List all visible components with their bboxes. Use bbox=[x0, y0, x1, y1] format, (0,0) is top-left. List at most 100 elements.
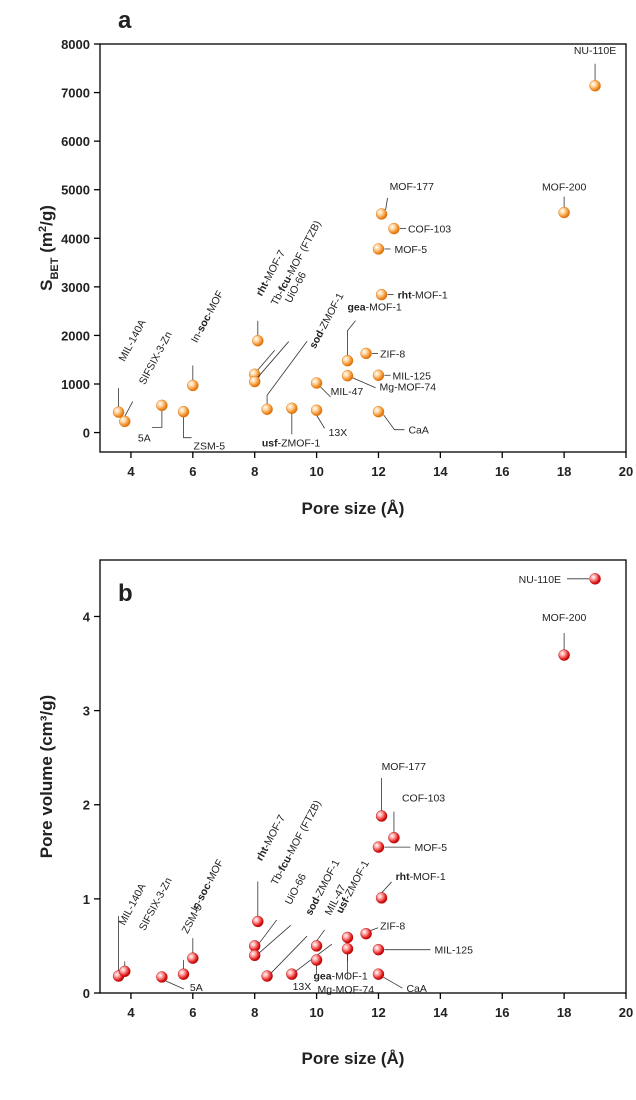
leader-line bbox=[320, 386, 331, 398]
leader-line bbox=[270, 935, 308, 974]
leader-line bbox=[165, 980, 185, 990]
point-label-name: ZIF-8 bbox=[380, 348, 405, 360]
leader-line bbox=[256, 350, 276, 372]
x-tick-label: 6 bbox=[189, 464, 196, 479]
point-label-name: -ZMOF-1 bbox=[341, 858, 372, 901]
leader-line bbox=[316, 929, 325, 942]
data-point bbox=[360, 927, 372, 940]
point-label: rht-MOF-1 bbox=[396, 871, 446, 883]
point-label-name: NU-110E bbox=[519, 574, 561, 586]
point-label-prefix: In- bbox=[189, 328, 206, 345]
point-label: MOF-177 bbox=[382, 761, 427, 773]
point-label-topology: usf bbox=[262, 437, 278, 449]
x-tick-label: 4 bbox=[127, 464, 135, 479]
point-label-name: UiO-66 bbox=[283, 872, 309, 907]
data-point bbox=[558, 649, 570, 661]
y-axis-title-part: (m bbox=[37, 232, 56, 258]
point-label: sod-ZMOF-1 bbox=[307, 291, 346, 351]
data-point bbox=[261, 970, 273, 982]
x-tick-label: 6 bbox=[189, 1005, 196, 1020]
data-point bbox=[261, 403, 273, 415]
point-label-topology: rht bbox=[398, 290, 413, 302]
y-tick-label: 5000 bbox=[61, 183, 90, 198]
panel-letter: b bbox=[118, 580, 133, 607]
point-label: MIL-140A bbox=[117, 318, 149, 364]
x-tick-label: 14 bbox=[433, 464, 448, 479]
point-label: MIL-125 bbox=[392, 370, 431, 382]
data-point bbox=[119, 415, 131, 428]
data-point bbox=[310, 404, 323, 416]
leader-line bbox=[183, 416, 192, 439]
data-point bbox=[341, 370, 354, 382]
x-tick-label: 8 bbox=[251, 464, 258, 479]
data-point bbox=[286, 402, 298, 414]
point-label-name: MIL-125 bbox=[392, 370, 431, 382]
data-point bbox=[249, 375, 261, 388]
point-label: In-soc-MOF bbox=[189, 289, 226, 345]
point-label-name: NU-110E bbox=[574, 45, 616, 57]
x-tick-label: 18 bbox=[557, 464, 571, 479]
point-label: MOF-200 bbox=[542, 612, 587, 624]
point-label-name: 13X bbox=[293, 981, 312, 993]
data-point bbox=[310, 940, 323, 952]
point-label-name: MIL-125 bbox=[434, 945, 473, 957]
point-label: rht-MOF-1 bbox=[398, 290, 448, 302]
point-label: usf-ZMOF-1 bbox=[262, 437, 320, 449]
data-point bbox=[249, 949, 261, 962]
point-label: MIL-47 bbox=[331, 386, 364, 398]
data-point bbox=[372, 841, 385, 853]
y-tick-label: 8000 bbox=[61, 37, 90, 52]
data-point bbox=[112, 406, 125, 418]
point-label: 5A bbox=[190, 982, 203, 994]
leader-line bbox=[124, 401, 134, 417]
point-label: 5A bbox=[138, 432, 151, 444]
data-point bbox=[177, 968, 190, 980]
point-label: ZIF-8 bbox=[380, 348, 405, 360]
point-label-name: MOF-5 bbox=[394, 244, 427, 256]
x-tick-label: 10 bbox=[309, 464, 323, 479]
data-point bbox=[252, 335, 264, 347]
x-tick-label: 4 bbox=[127, 1005, 135, 1020]
point-label: MOF-5 bbox=[394, 244, 427, 256]
data-point bbox=[589, 573, 601, 585]
point-label-topology: gea bbox=[314, 970, 332, 982]
point-label-name: MIL-47 bbox=[331, 386, 364, 398]
point-label-name: CaA bbox=[408, 425, 428, 437]
point-label-topology: gea bbox=[348, 302, 366, 314]
leader-line bbox=[266, 341, 308, 405]
point-label-name: MIL-140A bbox=[117, 318, 149, 364]
point-label-name: -MOF-1 bbox=[366, 302, 402, 314]
data-point bbox=[156, 971, 168, 983]
data-point bbox=[375, 208, 388, 220]
leader-line bbox=[352, 377, 376, 389]
point-label-name: -ZMOF-1 bbox=[316, 291, 347, 334]
point-label-topology: rht bbox=[396, 871, 411, 883]
point-label-name: -MOF bbox=[203, 289, 226, 318]
y-tick-label: 2000 bbox=[61, 328, 90, 343]
data-point bbox=[372, 405, 385, 418]
y-axis-title-part: S bbox=[37, 280, 56, 291]
data-point bbox=[372, 968, 385, 980]
point-label: COF-103 bbox=[402, 793, 445, 805]
y-tick-label: 0 bbox=[83, 426, 90, 441]
point-label: gea-MOF-1 bbox=[348, 302, 402, 314]
point-label: ZIF-8 bbox=[380, 921, 405, 933]
data-point bbox=[372, 944, 385, 956]
point-label: In-soc-MOF bbox=[189, 857, 226, 913]
y-axis-title: Pore volume (cm³/g) bbox=[37, 695, 56, 858]
data-point bbox=[252, 915, 264, 928]
point-label-name: 5A bbox=[138, 432, 151, 444]
data-point bbox=[589, 80, 601, 92]
x-tick-label: 12 bbox=[371, 464, 385, 479]
point-label: NU-110E bbox=[574, 45, 616, 57]
point-label-name: ZSM-5 bbox=[194, 441, 226, 453]
panel-letter: a bbox=[118, 7, 132, 34]
point-label-prefix: In- bbox=[189, 897, 206, 914]
data-point bbox=[119, 965, 131, 978]
x-tick-label: 20 bbox=[619, 1005, 633, 1020]
leader-line bbox=[383, 976, 403, 989]
leader-line bbox=[385, 197, 388, 211]
point-label-name: Mg-MOF-74 bbox=[380, 382, 437, 394]
point-label-name: CaA bbox=[406, 983, 426, 995]
